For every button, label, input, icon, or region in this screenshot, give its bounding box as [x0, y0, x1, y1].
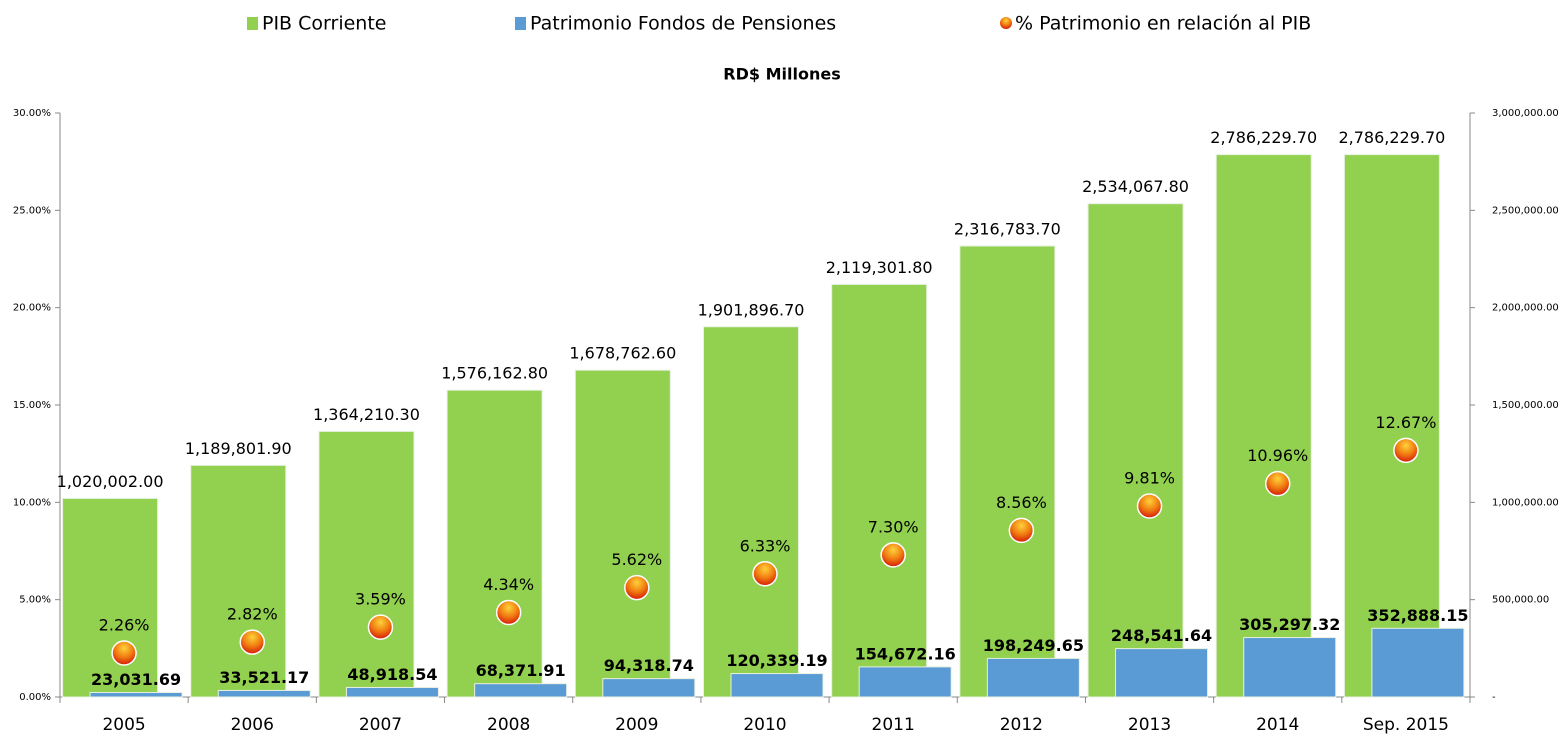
- value-label: 4.34%: [483, 575, 534, 594]
- y2-tick-label: 500,000.00: [1492, 595, 1549, 606]
- x-tick-label: 2011: [872, 715, 915, 735]
- value-label: 154,672.16: [855, 644, 956, 663]
- point: [1264, 470, 1291, 497]
- bar: [959, 245, 1056, 698]
- y2-tick-label: 1,500,000.00: [1492, 400, 1559, 411]
- y-tick-label: 15.00%: [13, 400, 51, 411]
- bar: [1115, 648, 1209, 698]
- legend-swatch: [247, 17, 258, 30]
- value-label: 2.82%: [227, 605, 278, 624]
- value-label: 2,316,783.70: [954, 219, 1061, 238]
- value-label: 248,541.64: [1111, 626, 1212, 645]
- value-label: 120,339.19: [726, 651, 827, 670]
- bar: [217, 689, 311, 698]
- y-tick-label: 5.00%: [19, 595, 51, 606]
- legend-label: Patrimonio Fondos de Pensiones: [530, 13, 836, 35]
- bar: [986, 657, 1080, 698]
- x-tick-label: Sep. 2015: [1363, 715, 1449, 735]
- y-tick-label: 0.00%: [19, 692, 51, 703]
- point: [367, 614, 394, 640]
- value-label: 1,678,762.60: [569, 344, 676, 363]
- bar: [703, 326, 799, 698]
- bar: [1087, 203, 1184, 698]
- chart-subtitle: RD$ Millones: [723, 65, 840, 84]
- x-tick-label: 2012: [1000, 715, 1043, 735]
- value-label: 7.30%: [868, 517, 919, 536]
- value-label: 68,371.91: [476, 661, 566, 680]
- point: [880, 542, 906, 568]
- x-tick-label: 2008: [487, 715, 530, 735]
- value-label: 1,576,162.80: [441, 364, 548, 383]
- value-label: 1,364,210.30: [313, 405, 420, 424]
- y-tick-label: 25.00%: [13, 205, 51, 216]
- y-tick-label: 20.00%: [13, 303, 51, 314]
- value-label: 1,189,801.90: [185, 439, 292, 458]
- y2-tick-label: 2,500,000.00: [1492, 205, 1559, 216]
- value-label: 10.96%: [1247, 446, 1308, 465]
- legend-label: % Patrimonio en relación al PIB: [1015, 13, 1311, 35]
- value-label: 2,534,067.80: [1082, 177, 1189, 196]
- bar: [318, 430, 415, 698]
- bar: [730, 673, 824, 698]
- value-label: 33,521.17: [219, 668, 309, 687]
- x-tick-label: 2010: [743, 715, 786, 735]
- point: [752, 561, 778, 587]
- x-tick-label: 2006: [231, 715, 274, 735]
- value-label: 2.26%: [99, 616, 150, 635]
- bar: [858, 666, 952, 698]
- bar: [1371, 627, 1465, 698]
- bar: [474, 683, 568, 698]
- bar: [62, 497, 159, 698]
- bar: [574, 369, 671, 698]
- bar: [446, 389, 543, 698]
- y2-tick-label: 2,000,000.00: [1492, 303, 1559, 314]
- point: [111, 640, 137, 666]
- y-tick-label: 30.00%: [13, 108, 51, 119]
- value-label: 9.81%: [1124, 469, 1175, 488]
- value-label: 198,249.65: [983, 636, 1084, 655]
- value-label: 352,888.15: [1367, 606, 1468, 625]
- value-label: 2,119,301.80: [826, 258, 933, 277]
- value-label: 3.59%: [355, 590, 406, 609]
- y2-tick-label: -: [1492, 692, 1496, 703]
- point: [1393, 437, 1419, 464]
- bar: [345, 686, 439, 698]
- x-tick-label: 2013: [1128, 715, 1171, 735]
- point: [239, 629, 266, 655]
- value-label: 8.56%: [996, 493, 1047, 512]
- value-label: 12.67%: [1375, 413, 1436, 432]
- y2-tick-label: 1,000,000.00: [1492, 497, 1559, 508]
- value-label: 94,318.74: [604, 656, 694, 675]
- value-label: 1,901,896.70: [698, 300, 805, 319]
- x-tick-label: 2005: [102, 715, 145, 735]
- point: [1008, 517, 1035, 544]
- bar: [1215, 154, 1312, 698]
- bar: [1243, 637, 1337, 698]
- value-label: 2,786,229.70: [1338, 128, 1445, 147]
- y-tick-label: 10.00%: [13, 497, 51, 508]
- x-tick-label: 2007: [359, 715, 402, 735]
- point: [495, 599, 522, 626]
- point: [1136, 493, 1163, 519]
- value-label: 2,786,229.70: [1210, 128, 1317, 147]
- bar: [1343, 154, 1440, 698]
- legend-swatch: [1000, 17, 1012, 29]
- legend-label: PIB Corriente: [262, 13, 386, 35]
- value-label: 1,020,002.00: [57, 472, 164, 491]
- value-label: 305,297.32: [1239, 615, 1340, 634]
- bar: [89, 692, 183, 698]
- bar: [831, 283, 928, 698]
- point: [624, 574, 650, 601]
- bar: [190, 464, 287, 698]
- value-label: 5.62%: [611, 550, 662, 569]
- x-tick-label: 2014: [1256, 715, 1299, 735]
- value-label: 48,918.54: [347, 665, 437, 684]
- legend-swatch: [515, 17, 526, 30]
- bar: [602, 678, 696, 698]
- y2-tick-label: 3,000,000.00: [1492, 108, 1559, 119]
- value-label: 23,031.69: [91, 670, 181, 689]
- value-label: 6.33%: [740, 536, 791, 555]
- x-tick-label: 2009: [615, 715, 658, 735]
